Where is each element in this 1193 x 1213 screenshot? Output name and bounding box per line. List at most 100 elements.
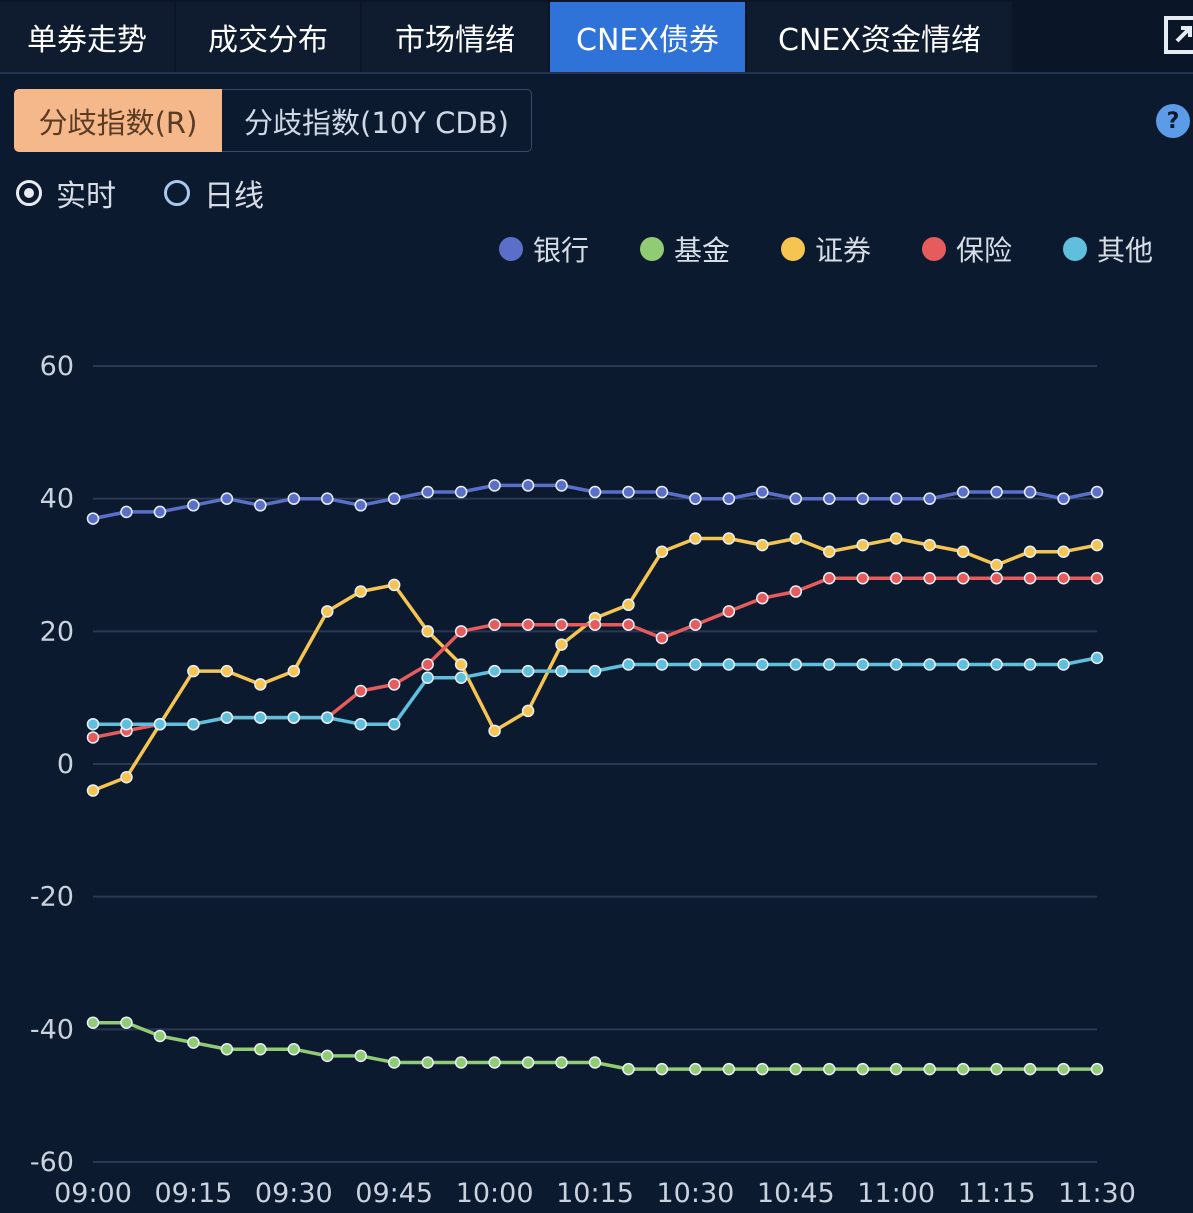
data-point (722, 605, 736, 618)
data-point (555, 664, 568, 678)
data-point (622, 1062, 635, 1076)
data-point (354, 684, 367, 698)
data-point (321, 711, 334, 724)
data-point (789, 492, 803, 505)
data-point (187, 499, 200, 512)
segment-divergence-index-10y-cdb[interactable]: 分歧指数(10Y CDB) (222, 89, 532, 152)
radio-daily[interactable]: 日线 (164, 172, 264, 214)
tab-cnex-funding-sentiment[interactable]: CNEX资金情绪 (747, 2, 1012, 72)
data-point (354, 717, 367, 731)
radio-unchecked-icon (164, 180, 190, 206)
data-point (287, 664, 301, 678)
data-point (354, 499, 367, 512)
data-point (354, 585, 367, 598)
tab-cnex-bond[interactable]: CNEX债券 (550, 2, 745, 72)
data-point (120, 717, 133, 731)
data-point (689, 532, 702, 545)
y-tick-label: 40 (40, 484, 74, 515)
data-point (823, 1062, 836, 1076)
radio-realtime[interactable]: 实时 (16, 172, 116, 214)
legend-item-fund[interactable]: 基金 (640, 229, 730, 269)
data-point (856, 572, 869, 585)
data-point (655, 631, 669, 645)
data-point (421, 485, 434, 499)
legend-item-securities[interactable]: 证券 (781, 229, 871, 269)
data-point (990, 485, 1003, 499)
data-point (1057, 1062, 1070, 1076)
data-point (454, 1056, 468, 1069)
data-point (655, 1062, 669, 1076)
data-point (321, 605, 334, 618)
tab-single-bond-trend[interactable]: 单券走势 (0, 2, 174, 72)
data-point (1023, 572, 1037, 585)
data-point (254, 711, 267, 724)
x-tick-label: 09:30 (255, 1178, 333, 1209)
data-point (588, 664, 602, 678)
data-point (86, 717, 100, 731)
data-point (387, 492, 401, 505)
data-point (321, 492, 334, 505)
data-point (1023, 485, 1037, 499)
data-point (990, 658, 1003, 671)
data-point (956, 658, 970, 671)
data-point (120, 505, 133, 519)
data-point (488, 479, 501, 492)
data-point (856, 538, 869, 552)
data-point (354, 1049, 367, 1063)
data-point (387, 578, 401, 592)
data-point (454, 658, 468, 671)
legend-dot-other (1063, 237, 1087, 261)
legend-dot-bank (499, 237, 523, 261)
tab-trade-distribution[interactable]: 成交分布 (176, 2, 360, 72)
segment-divergence-index-r[interactable]: 分歧指数(R) (14, 89, 222, 152)
legend-label-securities: 证券 (815, 234, 872, 267)
data-point (1023, 658, 1037, 671)
data-point (521, 664, 535, 678)
data-point (220, 1042, 234, 1056)
data-point (689, 658, 702, 671)
data-point (923, 572, 936, 585)
data-point (421, 625, 434, 638)
data-point (923, 538, 936, 552)
legend-item-insurance[interactable]: 保险 (922, 229, 1012, 269)
data-point (923, 492, 936, 505)
radio-checked-icon (16, 180, 42, 206)
data-point (86, 1016, 100, 1029)
data-point (756, 591, 769, 605)
data-point (1090, 1062, 1104, 1076)
help-icon[interactable]: ? (1156, 104, 1190, 138)
data-point (1057, 545, 1070, 558)
data-point (1057, 572, 1070, 585)
data-point (1090, 651, 1104, 665)
data-point (521, 1056, 535, 1069)
data-point (655, 658, 669, 671)
data-point (220, 492, 234, 505)
data-point (153, 505, 167, 519)
data-point (1023, 545, 1037, 558)
data-point (555, 479, 568, 492)
data-point (889, 532, 903, 545)
radio-daily-label: 日线 (204, 179, 264, 214)
tab-market-sentiment[interactable]: 市场情绪 (362, 2, 548, 72)
data-point (86, 731, 100, 744)
data-point (622, 658, 635, 671)
data-point (990, 572, 1003, 585)
data-point (521, 479, 535, 492)
data-point (454, 625, 468, 638)
data-point (689, 618, 702, 631)
legend-item-other[interactable]: 其他 (1063, 229, 1153, 269)
data-point (789, 1062, 803, 1076)
data-point (287, 492, 301, 505)
data-point (789, 658, 803, 671)
data-point (889, 658, 903, 671)
legend-item-bank[interactable]: 银行 (499, 229, 589, 269)
legend-label-other: 其他 (1097, 234, 1154, 267)
expand-icon[interactable] (1163, 15, 1193, 55)
data-point (321, 1049, 334, 1063)
data-point (722, 658, 736, 671)
data-point (856, 658, 869, 671)
data-point (1090, 485, 1104, 499)
data-point (488, 1056, 501, 1069)
data-point (956, 485, 970, 499)
